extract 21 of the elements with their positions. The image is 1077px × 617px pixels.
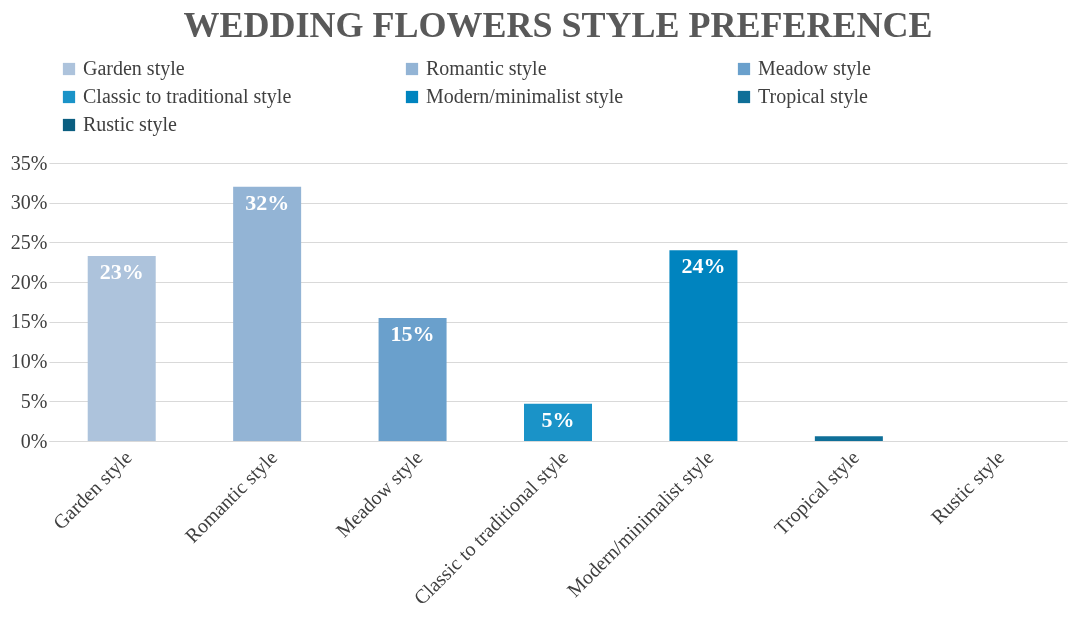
legend-label: Meadow style bbox=[758, 57, 871, 80]
y-tick-label: 15% bbox=[10, 310, 48, 333]
data-label: 5% bbox=[541, 406, 575, 432]
y-tick-label: 35% bbox=[10, 151, 48, 174]
legend-label: Modern/minimalist style bbox=[426, 85, 624, 108]
legend-label: Classic to traditional style bbox=[83, 85, 292, 108]
data-label: 32% bbox=[245, 189, 290, 215]
y-tick-label: 30% bbox=[10, 191, 48, 214]
data-label: 23% bbox=[99, 258, 144, 284]
legend-label: Rustic style bbox=[83, 113, 178, 136]
y-tick-label: 0% bbox=[20, 429, 48, 452]
y-tick-label: 20% bbox=[10, 270, 48, 293]
data-label: 24% bbox=[681, 253, 726, 279]
data-label: 15% bbox=[390, 320, 435, 346]
y-tick-label: 10% bbox=[10, 350, 48, 373]
legend-label: Romantic style bbox=[426, 57, 547, 80]
legend-label: Tropical style bbox=[758, 85, 868, 108]
y-tick-label: 5% bbox=[20, 389, 48, 412]
legend-label: Garden style bbox=[83, 57, 185, 80]
chart-title: WEDDING FLOWERS STYLE PREFERENCE bbox=[183, 5, 933, 45]
y-tick-label: 25% bbox=[10, 230, 48, 253]
